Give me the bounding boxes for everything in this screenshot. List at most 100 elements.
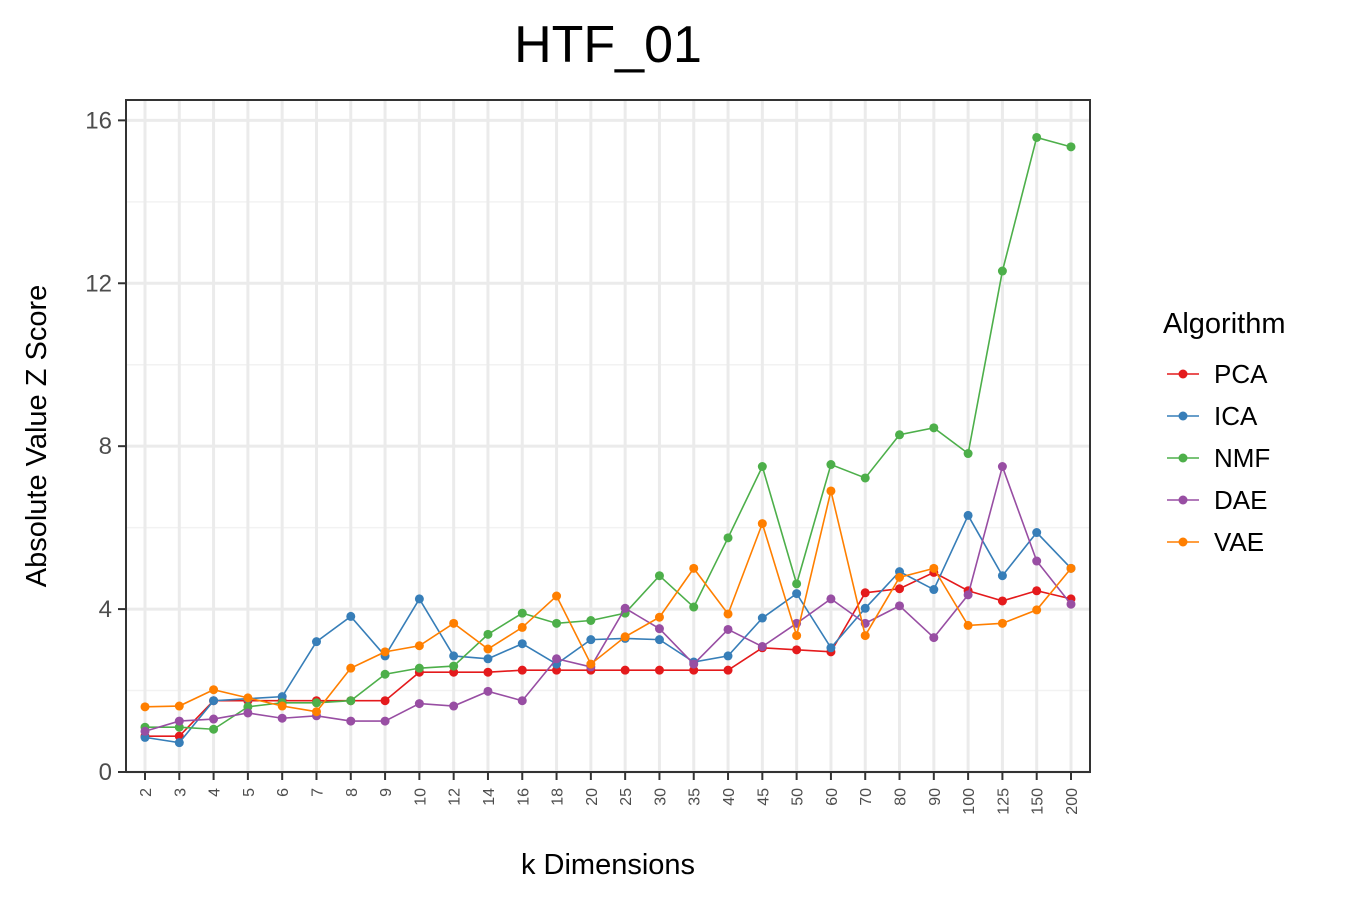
x-tick-label: 150 [1030,788,1047,815]
data-point-vae [449,618,459,628]
data-point-ica [414,594,424,604]
data-point-ica [654,635,664,645]
data-point-nmf [826,460,836,470]
data-point-ica [963,510,973,520]
data-point-vae [1032,605,1042,615]
data-point-vae [1066,563,1076,573]
x-tick-label: 9 [378,788,395,797]
data-point-nmf [792,579,802,589]
data-point-ica [449,651,459,661]
legend-title: Algorithm [1163,308,1286,340]
data-point-nmf [552,618,562,628]
x-tick-label: 25 [618,788,635,806]
data-point-dae [1066,599,1076,609]
x-tick-label: 3 [172,788,189,797]
data-point-pca [517,665,527,675]
data-point-ica [792,589,802,599]
data-point-vae [140,702,150,712]
data-point-nmf [689,602,699,612]
x-tick-label: 5 [241,788,258,797]
data-point-nmf [654,571,664,581]
y-tick-label: 4 [99,596,112,623]
data-point-vae [792,631,802,641]
legend-label: PCA [1214,359,1268,389]
data-point-dae [826,594,836,604]
series-layer [140,132,1076,748]
data-point-vae [723,609,733,619]
data-point-dae [757,642,767,652]
data-point-nmf [929,423,939,433]
series-nmf [140,132,1076,734]
data-point-dae [277,713,287,723]
x-tick-label: 40 [721,788,738,806]
legend-item-vae: VAE [1167,527,1264,557]
data-point-dae [723,624,733,634]
data-point-nmf [997,266,1007,276]
x-tick-label: 90 [927,788,944,806]
legend: PCA ICA NMF DAE VAE [1167,359,1270,557]
data-point-vae [174,701,184,711]
legend-marker [1178,369,1188,379]
data-point-ica [174,738,184,748]
data-point-nmf [209,724,219,734]
x-tick-label: 18 [550,788,567,806]
data-point-ica [311,637,321,647]
data-point-ica [723,651,733,661]
data-point-dae [380,716,390,726]
x-tick-label: 12 [447,788,464,806]
data-point-vae [380,647,390,657]
x-tick-label: 8 [344,788,361,797]
x-tick-label: 70 [858,788,875,806]
data-point-nmf [757,462,767,472]
y-tick-label: 12 [85,270,112,297]
data-point-dae [620,603,630,613]
data-point-dae [1032,556,1042,566]
series-line-dae [144,463,1072,733]
legend-label: ICA [1214,401,1258,431]
data-point-ica [757,613,767,623]
data-point-vae [997,618,1007,628]
legend-item-pca: PCA [1167,359,1268,389]
data-point-vae [689,563,699,573]
legend-marker [1178,495,1188,505]
data-point-dae [483,686,493,696]
x-tick-label: 45 [755,788,772,806]
data-point-vae [895,572,905,582]
data-point-nmf [895,430,905,440]
data-point-ica [1032,528,1042,538]
x-tick-label: 7 [309,788,326,797]
legend-item-dae: DAE [1167,485,1267,515]
data-point-vae [929,563,939,573]
data-point-vae [243,693,253,703]
data-point-vae [620,632,630,642]
x-tick-label: 60 [824,788,841,806]
data-point-dae [654,624,664,634]
x-tick-label: 10 [412,788,429,806]
data-point-pca [895,584,905,594]
series-dae [140,462,1076,736]
legend-label: NMF [1214,443,1270,473]
legend-item-ica: ICA [1167,401,1258,431]
data-point-nmf [380,669,390,679]
data-point-dae [689,659,699,669]
data-point-pca [792,645,802,655]
x-tick-label: 4 [207,788,224,797]
data-point-dae [174,716,184,726]
data-point-dae [140,726,150,736]
data-point-pca [380,696,390,706]
series-line-vae [144,490,1072,713]
data-point-vae [860,631,870,641]
data-point-nmf [1032,132,1042,142]
data-point-dae [414,699,424,709]
data-point-pca [723,665,733,675]
data-point-dae [929,633,939,643]
legend-marker [1178,453,1188,463]
legend-marker [1178,537,1188,547]
series-line-pca [145,571,1072,737]
data-point-pca [860,588,870,598]
data-point-ica [346,611,356,621]
data-point-vae [517,622,527,632]
data-point-vae [757,519,767,529]
